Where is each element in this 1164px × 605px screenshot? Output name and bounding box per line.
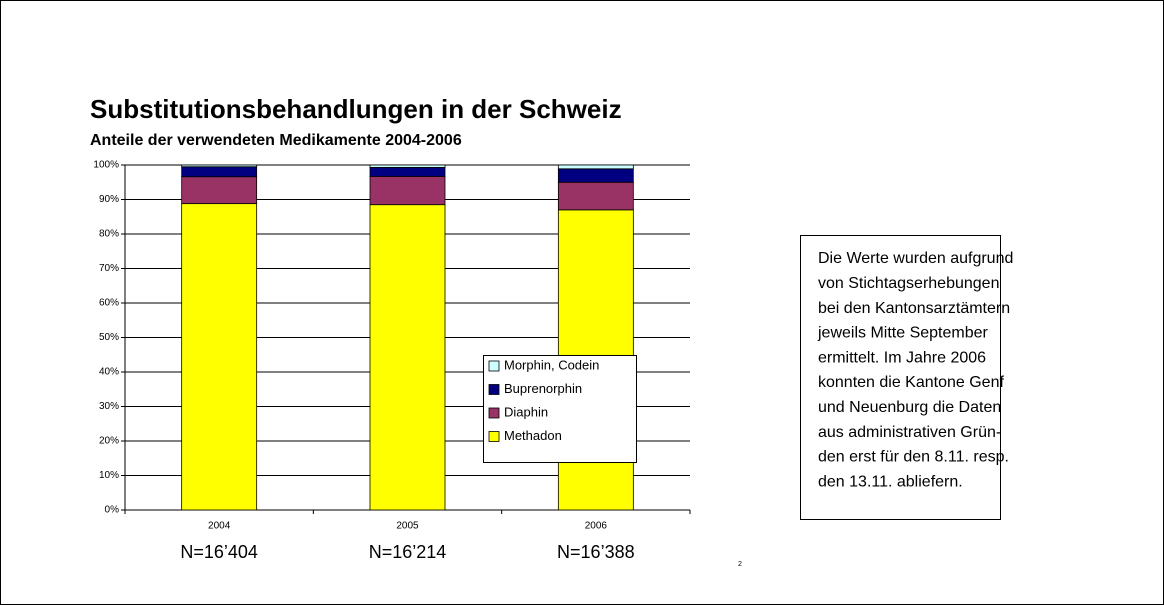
y-tick-label: 40%	[99, 367, 119, 378]
y-tick-label: 80%	[99, 229, 119, 240]
y-tick-label: 30%	[99, 401, 119, 412]
bar-segment	[181, 176, 258, 205]
x-tick-label: 2006	[585, 521, 608, 532]
bar-segment	[369, 204, 446, 511]
y-tick-label: 20%	[99, 436, 119, 447]
chart-title: Substitutionsbehandlungen in der Schweiz	[90, 94, 622, 124]
x-tick-label: 2005	[396, 521, 419, 532]
bar-segment	[181, 203, 258, 511]
bar-segment	[557, 164, 634, 170]
note-line: den 13.11. abliefern.	[818, 473, 963, 490]
y-tick-label: 70%	[99, 263, 119, 274]
y-tick-label: 0%	[105, 505, 120, 516]
legend-label: Buprenorphin	[504, 381, 582, 396]
bar-segment	[557, 181, 634, 211]
note-line: den erst für den 8.11. resp.	[818, 449, 1009, 466]
legend-box	[483, 355, 637, 463]
note-line: aus administrativen Grün-	[818, 424, 1001, 441]
category-note: N=16’214	[369, 542, 447, 562]
note-line: bei den Kantonsarztämtern	[818, 300, 1010, 317]
bar-segment	[369, 167, 446, 177]
note-line: von Stichtagserhebungen	[818, 275, 999, 292]
bar-segment	[557, 168, 634, 183]
note-line: und Neuenburg die Daten	[818, 399, 1001, 416]
legend-swatch	[488, 360, 500, 372]
category-note: N=16’388	[557, 542, 635, 562]
legend-label: Diaphin	[504, 404, 548, 419]
y-tick-label: 60%	[99, 298, 119, 309]
legend-swatch	[488, 384, 500, 395]
legend-label: Methadon	[504, 428, 562, 443]
bar-segment	[181, 166, 258, 178]
y-tick-label: 50%	[99, 332, 119, 343]
legend-swatch	[488, 431, 500, 442]
chart-subtitle: Anteile der verwendeten Medikamente 2004…	[90, 132, 462, 149]
note-line: konnten die Kantone Genf	[818, 374, 1004, 391]
legend-label: Morphin, Codein	[504, 357, 599, 372]
page-number: 2	[738, 561, 742, 568]
note-box	[800, 235, 1001, 520]
y-tick-label: 100%	[93, 160, 119, 171]
note-line: jeweils Mitte September	[817, 325, 989, 342]
note-line: Die Werte wurden aufgrund	[818, 250, 1013, 267]
bar-segment	[369, 175, 446, 206]
y-tick-label: 10%	[99, 470, 119, 481]
category-note: N=16’404	[180, 542, 258, 562]
x-tick-label: 2004	[208, 521, 231, 532]
bar-segment	[369, 164, 446, 168]
legend-swatch	[488, 407, 500, 419]
note-line: ermittelt. Im Jahre 2006	[818, 349, 986, 366]
bar-segment	[181, 164, 258, 168]
y-tick-label: 90%	[99, 194, 119, 205]
